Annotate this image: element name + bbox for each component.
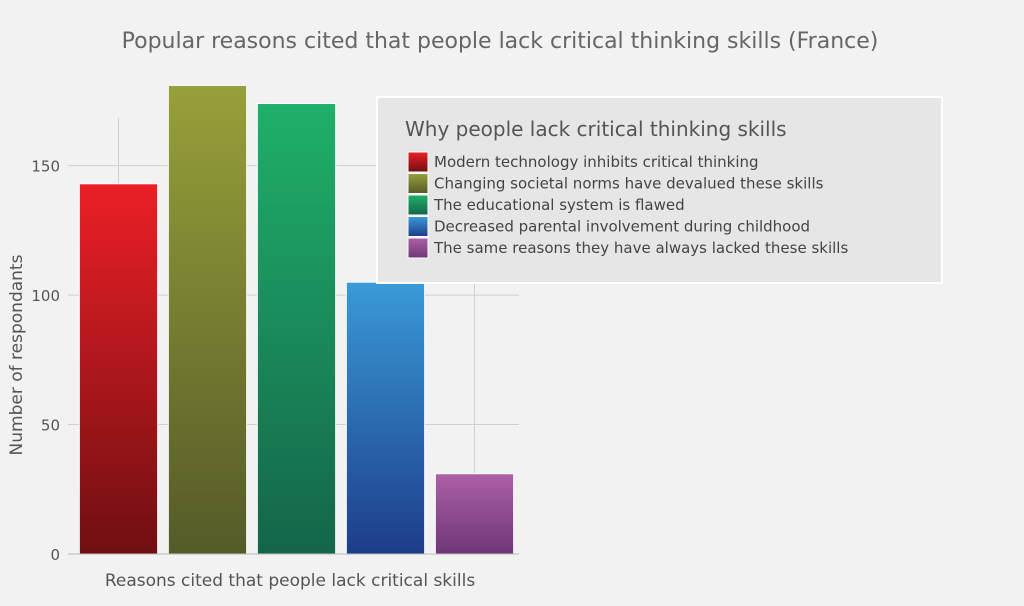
y-tick-label: 100 — [31, 287, 60, 305]
legend-swatch — [407, 151, 429, 173]
bars — [78, 84, 515, 555]
legend-label: The same reasons they have always lacked… — [433, 239, 848, 257]
legend-label: Changing societal norms have devalued th… — [434, 175, 824, 193]
legend-label: Decreased parental involvement during ch… — [434, 218, 810, 236]
legend-swatch — [407, 194, 429, 216]
legend-box — [376, 96, 943, 284]
bar-1[interactable] — [78, 183, 159, 555]
chart-title: Popular reasons cited that people lack c… — [122, 29, 879, 54]
legend-label: Modern technology inhibits critical thin… — [434, 153, 759, 171]
legend-swatch — [407, 216, 429, 237]
y-tick-label: 0 — [50, 546, 60, 564]
legend-label: The educational system is flawed — [433, 196, 685, 214]
bar-4[interactable] — [345, 281, 426, 555]
legend-swatch — [407, 173, 429, 194]
legend[interactable]: Why people lack critical thinking skills… — [376, 96, 943, 284]
y-tick-label: 150 — [31, 158, 60, 176]
bar-3[interactable] — [256, 103, 337, 555]
legend-items: Modern technology inhibits critical thin… — [407, 151, 848, 259]
y-tick-label: 50 — [41, 417, 60, 435]
y-axis-ticks: 0 50 100 150 — [31, 158, 60, 564]
x-axis-label: Reasons cited that people lack critical … — [105, 571, 476, 591]
y-axis-label: Number of respondants — [7, 254, 27, 455]
legend-swatch — [407, 237, 429, 259]
legend-title: Why people lack critical thinking skills — [405, 117, 787, 141]
bar-5[interactable] — [434, 473, 515, 555]
bar-2[interactable] — [167, 84, 248, 555]
